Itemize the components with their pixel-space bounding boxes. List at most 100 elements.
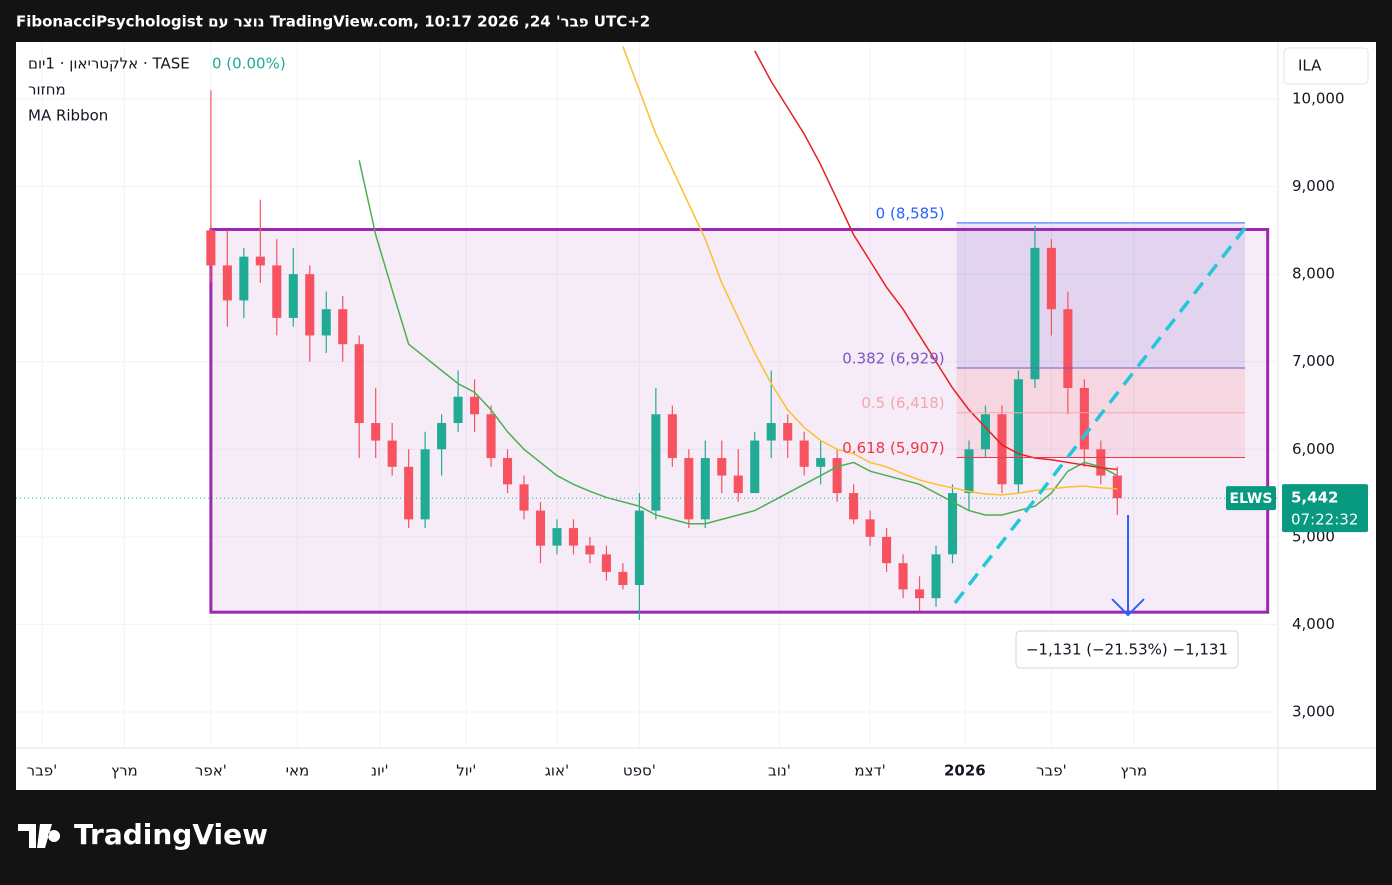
candle-body	[470, 396, 480, 415]
ma-line	[622, 46, 1118, 496]
range-box	[209, 227, 1270, 614]
fib-label: 0 (8,585)	[876, 204, 945, 222]
x-tick-label: מאי	[286, 762, 310, 780]
x-tick-label: אפר'	[195, 762, 227, 780]
candle-body	[931, 554, 941, 599]
candle-body	[832, 458, 842, 494]
x-tick-label: אוג'	[545, 762, 569, 780]
candle-body	[354, 344, 364, 424]
fib-label: 0.382 (6,929)	[842, 349, 944, 367]
fib-zone	[956, 222, 1246, 368]
x-tick-label: יונ'	[371, 762, 389, 780]
candle-body	[568, 528, 578, 546]
currency-box[interactable]	[1283, 47, 1369, 85]
y-tick-label: 6,000	[1292, 440, 1335, 458]
y-tick-label: 3,000	[1292, 703, 1335, 721]
x-tick-label: ספט'	[623, 762, 656, 780]
ticker: ELWS	[1230, 491, 1273, 507]
candle-body	[865, 519, 875, 537]
candle-body	[585, 545, 595, 555]
candle-body	[404, 466, 414, 520]
candle-body	[338, 309, 348, 345]
ticker-tag	[1226, 486, 1276, 511]
ma-line	[358, 160, 1118, 525]
candle-body	[1013, 379, 1023, 485]
x-tick-label: יול'	[456, 762, 476, 780]
fib-label: 0.5 (6,418)	[861, 394, 944, 412]
change: 0 (0.00%)	[212, 55, 286, 73]
candle-body	[206, 230, 216, 266]
candle-body	[783, 423, 793, 441]
x-tick-label: 2026	[944, 762, 986, 780]
candle-body	[733, 475, 743, 494]
symbol: אלקטריאון · 1יום · TASE	[28, 55, 190, 73]
candle-body	[305, 274, 315, 336]
candle-body	[222, 265, 232, 301]
candle-body	[1063, 309, 1073, 388]
y-tick-label: 7,000	[1292, 352, 1335, 370]
candle-body	[535, 510, 546, 546]
candle-body	[601, 554, 611, 572]
fib-zone	[956, 367, 1246, 413]
x-tick-label: פבר'	[1036, 762, 1067, 780]
candle-body	[667, 414, 677, 459]
candle-body	[750, 440, 760, 494]
candle-body	[799, 440, 809, 467]
candle-body	[964, 449, 974, 494]
candle-body	[1046, 247, 1056, 310]
candle-body	[766, 423, 776, 441]
fib-label: 0.618 (5,907)	[842, 439, 944, 457]
x-tick-label: פבר'	[27, 762, 58, 780]
candle-body	[997, 414, 1007, 485]
candle-body	[1112, 475, 1122, 499]
candle-body	[717, 458, 727, 476]
y-tick-label: 4,000	[1292, 615, 1335, 633]
price-tag	[1282, 484, 1368, 533]
candle-body	[255, 256, 265, 266]
candle-body	[700, 458, 710, 520]
plot	[16, 42, 1278, 748]
logo-text: TradingView	[74, 818, 268, 851]
x-tick-label: מרץ	[111, 762, 138, 780]
candle-body	[453, 396, 463, 424]
candle-body	[618, 571, 628, 586]
measure-box	[1015, 630, 1239, 669]
y-tick-label: 9,000	[1292, 177, 1335, 195]
ma-line	[754, 50, 1118, 471]
candle-body	[1030, 247, 1040, 380]
candle-body	[1079, 387, 1089, 450]
candle-body	[849, 493, 859, 520]
trendline	[953, 226, 1247, 605]
x-tick-label: מרץ	[1120, 762, 1147, 780]
header: FibonacciPsychologist נוצר עם TradingVie…	[16, 13, 650, 31]
candle-body	[980, 414, 991, 450]
candle-body	[387, 440, 397, 467]
candle-body	[898, 563, 908, 590]
candle-body	[519, 484, 529, 511]
arrow-head	[1111, 598, 1145, 617]
candle-body	[288, 274, 298, 318]
candle-body	[684, 458, 694, 520]
candle-body	[882, 536, 892, 564]
candle-body	[437, 423, 447, 450]
candle-body	[915, 589, 925, 599]
indicator-label: MA Ribbon	[28, 107, 108, 125]
x-tick-label: נוב'	[768, 762, 791, 780]
candle-body	[420, 449, 430, 520]
candle-body	[272, 265, 282, 318]
logo: TradingView	[18, 818, 268, 851]
measure-label: −1,131 (−21.53%) −1,131	[1026, 641, 1228, 659]
candle-body	[552, 528, 562, 546]
candle-body	[634, 510, 644, 586]
x-tick-label: דצמ'	[854, 762, 885, 780]
last-price-label: 5,442	[1291, 489, 1338, 507]
candle-body	[371, 423, 381, 441]
countdown: 07:22:32	[1291, 511, 1358, 529]
volume-label: מחזור	[28, 81, 66, 99]
candle-body	[816, 458, 826, 467]
candle-body	[503, 458, 513, 485]
overlay: אלקטריאון · 1יום · TASE 0 (0.00%) מחזור …	[28, 47, 1369, 669]
candle-body	[1096, 449, 1106, 476]
